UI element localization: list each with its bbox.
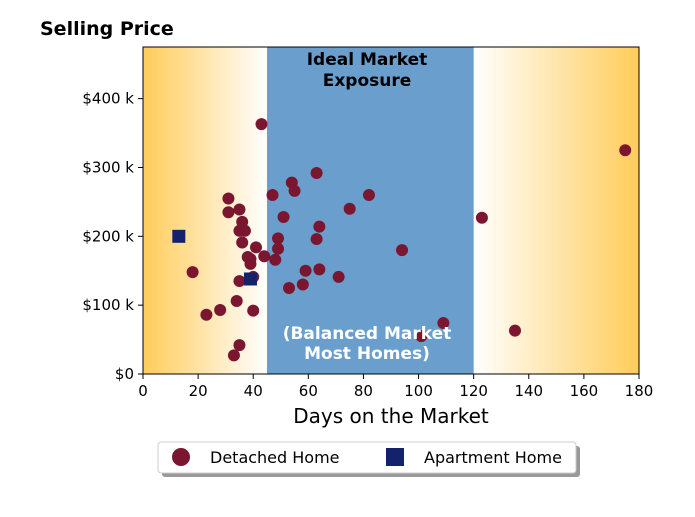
- detached-home-point: [509, 324, 521, 337]
- detached-home-point: [233, 339, 246, 352]
- x-tick-label: 20: [189, 382, 208, 400]
- detached-home-point: [200, 308, 213, 321]
- legend: Detached Home Apartment Home: [157, 441, 580, 477]
- detached-home-point: [247, 304, 260, 317]
- detached-home-point: [227, 349, 240, 362]
- detached-home-point: [310, 166, 323, 179]
- detached-home-point: [269, 253, 282, 266]
- balanced-label-line2: Most Homes): [304, 344, 430, 364]
- detached-home-point: [222, 192, 235, 205]
- y-tick-label: $200 k: [82, 227, 134, 245]
- detached-home-point: [310, 233, 323, 246]
- y-tick-label: $100 k: [82, 296, 134, 314]
- x-tick-label: 140: [514, 382, 543, 400]
- detached-home-point: [619, 144, 632, 157]
- detached-home-point: [233, 203, 246, 216]
- detached-home-point: [249, 241, 262, 254]
- right-gradient-region: [473, 47, 639, 374]
- detached-home-point: [362, 189, 375, 202]
- detached-home-point: [332, 270, 345, 283]
- apartment-home-point: [243, 272, 257, 286]
- detached-home-point: [258, 250, 271, 263]
- detached-home-point: [277, 211, 290, 224]
- detached-home-point: [233, 275, 246, 288]
- detached-home-point: [415, 330, 428, 343]
- y-tick-label: $0: [115, 365, 134, 383]
- ideal-label-line2: Exposure: [323, 71, 412, 91]
- detached-home-point: [186, 266, 199, 279]
- legend-label-apartment-home: Apartment Home: [424, 448, 562, 467]
- balanced-label-line1: (Balanced Market: [283, 324, 452, 344]
- legend-label-detached-home: Detached Home: [210, 448, 340, 467]
- x-tick-label: 0: [138, 382, 148, 400]
- detached-home-point: [299, 264, 312, 277]
- left-gradient-region: [143, 47, 267, 374]
- detached-home-point: [222, 206, 235, 219]
- detached-home-point: [266, 189, 279, 202]
- apartment-home-point: [172, 229, 186, 243]
- y-tick-label: $400 k: [82, 90, 134, 108]
- plot-frame: [142, 46, 640, 375]
- balanced-market-label: (Balanced Market Most Homes): [283, 324, 452, 364]
- x-tick-label: 80: [354, 382, 373, 400]
- detached-home-point: [288, 184, 301, 197]
- detached-home-point: [230, 295, 243, 308]
- x-axis-label: Days on the Market: [293, 404, 489, 428]
- x-tick-label: 180: [625, 382, 654, 400]
- ideal-label-line1: Ideal Market: [307, 50, 428, 70]
- x-tick-label: 40: [244, 382, 263, 400]
- detached-home-point: [272, 242, 285, 255]
- legend-marker-detached-home: [172, 448, 190, 466]
- detached-home-point: [313, 220, 326, 233]
- ideal-exposure-label: Ideal Market Exposure: [307, 50, 428, 91]
- detached-home-point: [396, 244, 409, 257]
- x-tick-label: 120: [459, 382, 488, 400]
- detached-home-point: [437, 317, 450, 330]
- y-tick-label: $300 k: [82, 158, 134, 176]
- detached-home-point: [214, 303, 227, 316]
- detached-home-point: [313, 263, 326, 276]
- detached-home-point: [238, 224, 251, 237]
- legend-marker-apartment-home: [386, 448, 404, 466]
- x-tick-label: 160: [570, 382, 599, 400]
- legend-box: [157, 441, 577, 474]
- detached-home-point: [475, 211, 488, 224]
- detached-home-point: [236, 236, 249, 249]
- detached-home-point: [296, 278, 309, 291]
- detached-home-point: [272, 232, 285, 245]
- chart-title: Selling Price: [40, 18, 174, 40]
- detached-home-point: [343, 202, 356, 215]
- detached-home-point: [283, 281, 296, 294]
- x-tick-label: 100: [404, 382, 433, 400]
- detached-home-point: [255, 118, 268, 131]
- detached-home-point: [244, 253, 257, 266]
- x-tick-label: 60: [299, 382, 318, 400]
